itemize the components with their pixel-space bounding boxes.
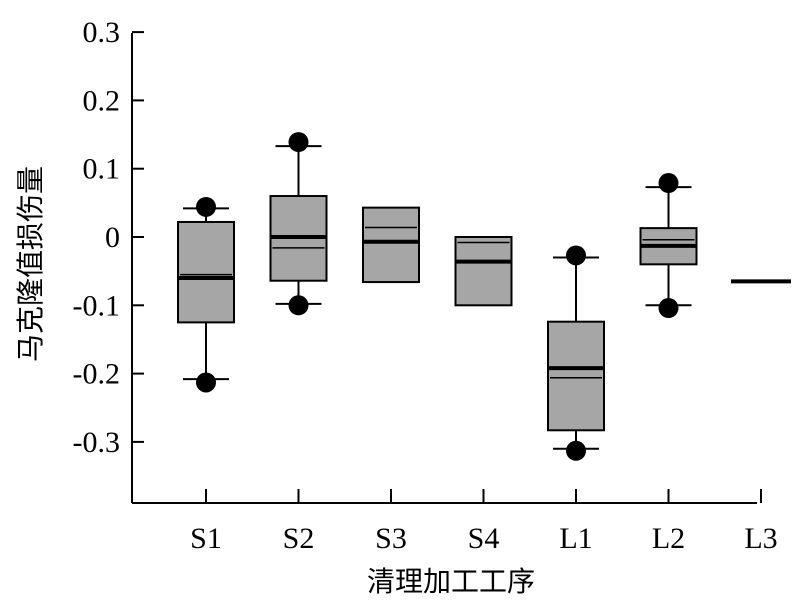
y-tick-label: 0 [105,221,120,254]
outlier-point [658,298,679,319]
outlier-point [288,295,309,316]
x-tick-label: L1 [559,522,592,555]
y-axis-title: 马克隆值损伤量 [14,166,47,362]
iqr-box [454,236,513,307]
iqr-box [177,220,235,324]
iqr-box [547,320,605,432]
x-tick-label: L2 [652,522,685,555]
x-axis-ticks: S1 S2 S3 S4 L1 L2 L3 [190,489,778,555]
x-tick-label: S1 [190,522,222,555]
outlier-point [288,132,309,153]
box-group-l2 [639,173,698,319]
outlier-point [196,196,216,217]
x-tick-label: L3 [744,522,777,555]
y-tick-label: 0.2 [83,84,121,117]
outlier-point [196,372,216,393]
y-tick-label: 0.3 [83,16,121,49]
outlier-point [566,245,586,266]
box-group-s1 [177,196,235,393]
y-tick-label: -0.2 [73,358,121,391]
y-axis-ticks: 0.3 0.2 0.1 0 -0.1 -0.2 -0.3 [73,16,144,459]
iqr-box [362,206,420,284]
box-group-l1 [547,245,605,461]
y-tick-label: 0.1 [83,153,121,186]
x-tick-label: S4 [468,522,500,555]
outlier-point [566,440,586,461]
box-group-s3 [362,206,420,284]
x-tick-label: S2 [283,522,315,555]
y-tick-label: -0.3 [73,426,121,459]
plot-area [177,132,791,461]
box-group-s4 [454,236,513,307]
x-axis-title: 清理加工工序 [367,565,535,598]
outlier-point [658,173,679,194]
box-group-s2 [269,132,328,316]
x-tick-label: S3 [375,522,407,555]
y-tick-label: -0.1 [73,289,121,322]
